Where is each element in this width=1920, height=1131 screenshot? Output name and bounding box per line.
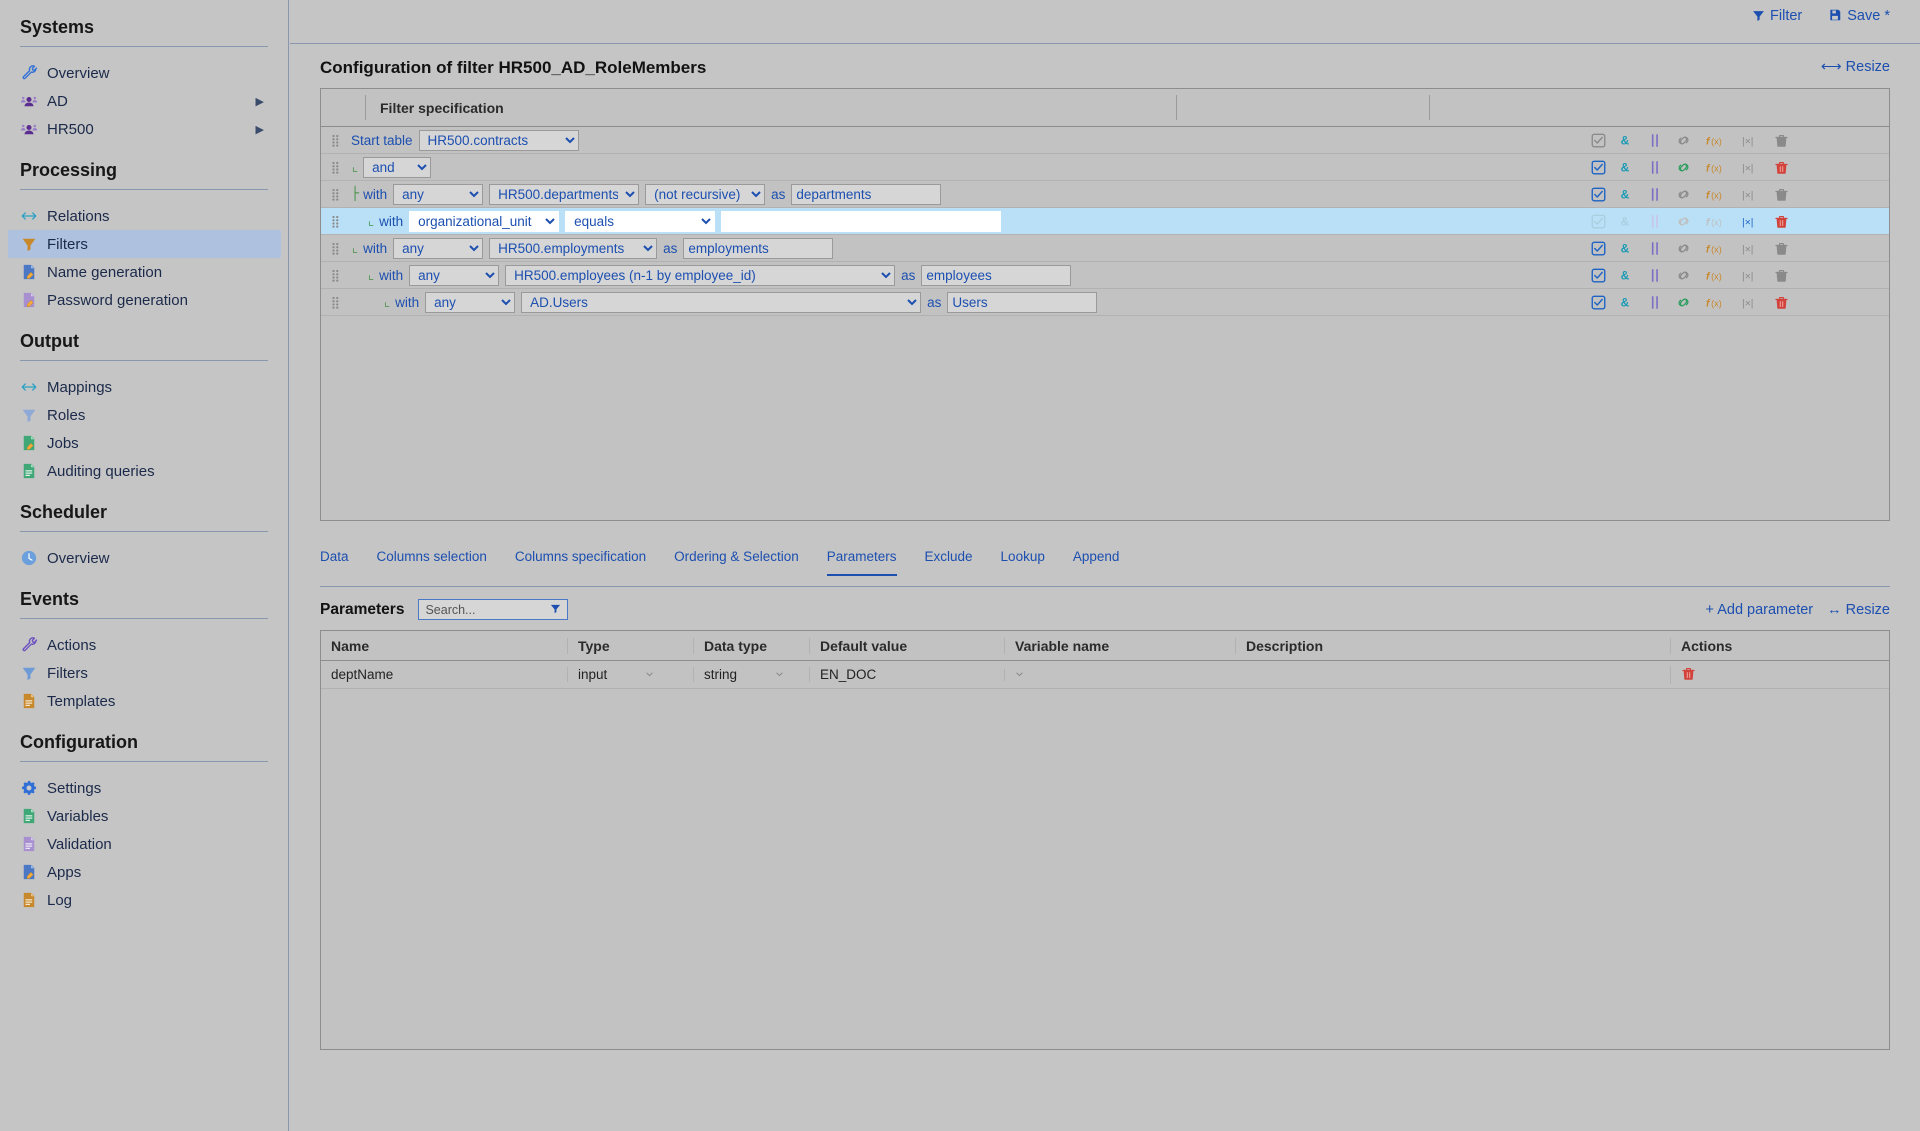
svg-text:|×|: |×| [1742, 190, 1753, 201]
svg-text:|×|: |×| [1742, 244, 1753, 255]
svg-text:f: f [1706, 217, 1711, 228]
svg-text:(x): (x) [1711, 136, 1722, 146]
svg-text:(x): (x) [1711, 163, 1722, 173]
svg-text:|×|: |×| [1742, 298, 1753, 309]
svg-text:&: & [1621, 133, 1630, 147]
svg-text:&: & [1621, 187, 1630, 201]
svg-text:(x): (x) [1711, 217, 1722, 227]
svg-text:&: & [1621, 241, 1630, 255]
svg-text:(x): (x) [1711, 298, 1722, 308]
svg-text:&: & [1621, 295, 1630, 309]
svg-text:|×|: |×| [1742, 271, 1753, 282]
svg-text:(x): (x) [1711, 190, 1722, 200]
svg-text:f: f [1706, 271, 1711, 282]
svg-text:f: f [1706, 136, 1711, 147]
svg-text:&: & [1621, 160, 1630, 174]
svg-text:&: & [1621, 214, 1630, 228]
svg-text:f: f [1706, 298, 1711, 309]
svg-text:f: f [1706, 244, 1711, 255]
svg-text:|×|: |×| [1742, 163, 1753, 174]
svg-text:(x): (x) [1711, 271, 1722, 281]
svg-text:&: & [1621, 268, 1630, 282]
svg-text:f: f [1706, 190, 1711, 201]
svg-text:(x): (x) [1711, 244, 1722, 254]
svg-text:f: f [1706, 163, 1711, 174]
svg-text:|×|: |×| [1742, 217, 1753, 228]
svg-text:|×|: |×| [1742, 136, 1753, 147]
